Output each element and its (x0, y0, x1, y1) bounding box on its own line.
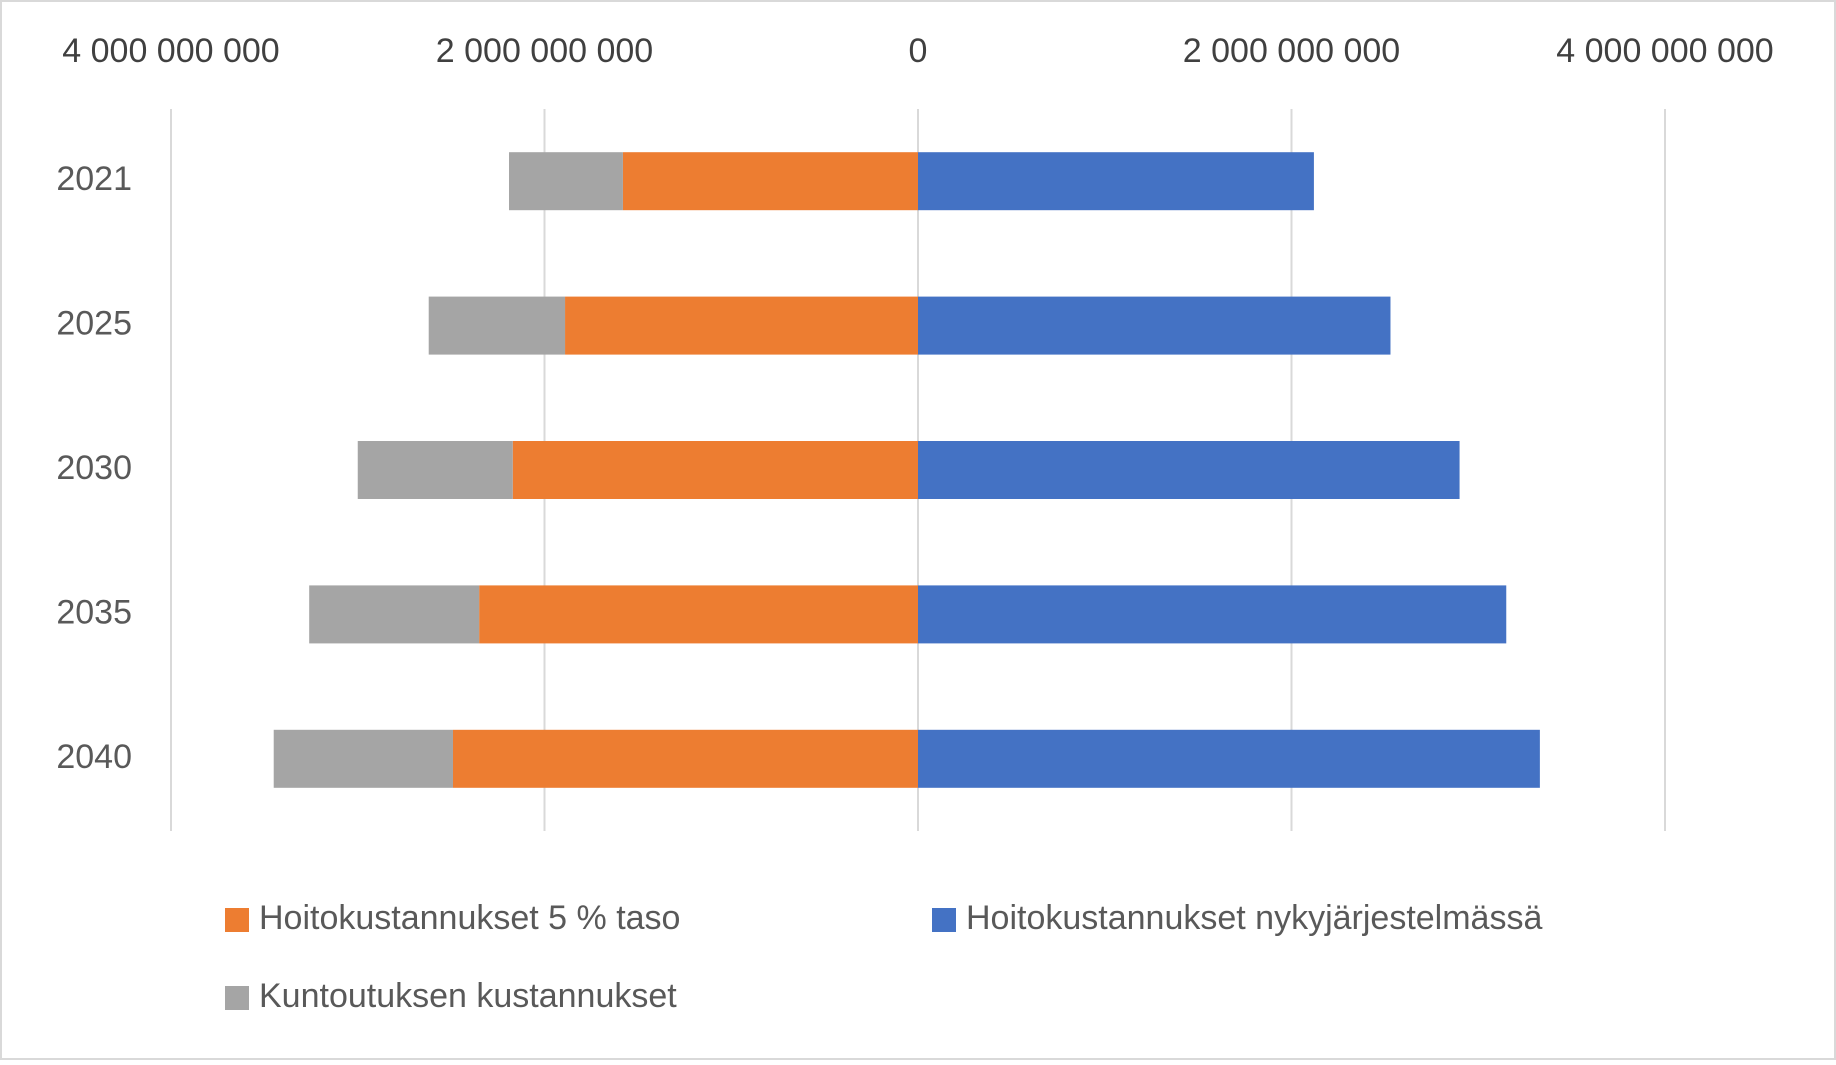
bar (918, 152, 1314, 211)
legend-label: Hoitokustannukset nykyjärjestelmässä (966, 899, 1542, 937)
bar (512, 441, 918, 499)
legend-swatch (932, 908, 956, 932)
bar (428, 296, 566, 355)
y-tick-label: 2040 (56, 738, 132, 776)
x-tick-label: 2 000 000 000 (1183, 32, 1400, 70)
x-tick-label: 0 (909, 32, 928, 70)
bar (479, 585, 918, 644)
bar (309, 585, 480, 644)
legend-label: Hoitokustannukset 5 % taso (259, 899, 680, 937)
legend-label: Kuntoutuksen kustannukset (259, 977, 677, 1015)
x-tick-label: 2 000 000 000 (436, 32, 653, 70)
bar (509, 152, 623, 211)
y-tick-label: 2025 (56, 305, 132, 343)
x-tick-label: 4 000 000 000 (1556, 32, 1773, 70)
bar (918, 729, 1540, 788)
bar (622, 152, 918, 211)
bar (918, 441, 1460, 499)
legend-swatch (225, 908, 249, 932)
y-tick-label: 2021 (56, 160, 132, 198)
legend-swatch (225, 986, 249, 1010)
bar (918, 585, 1507, 644)
bar (357, 441, 513, 499)
y-tick-label: 2030 (56, 449, 132, 487)
y-tick-label: 2035 (56, 593, 132, 631)
bar (565, 296, 918, 355)
bar (273, 729, 453, 788)
x-tick-label: 4 000 000 000 (62, 32, 279, 70)
bar (452, 729, 918, 788)
bar (918, 296, 1391, 355)
